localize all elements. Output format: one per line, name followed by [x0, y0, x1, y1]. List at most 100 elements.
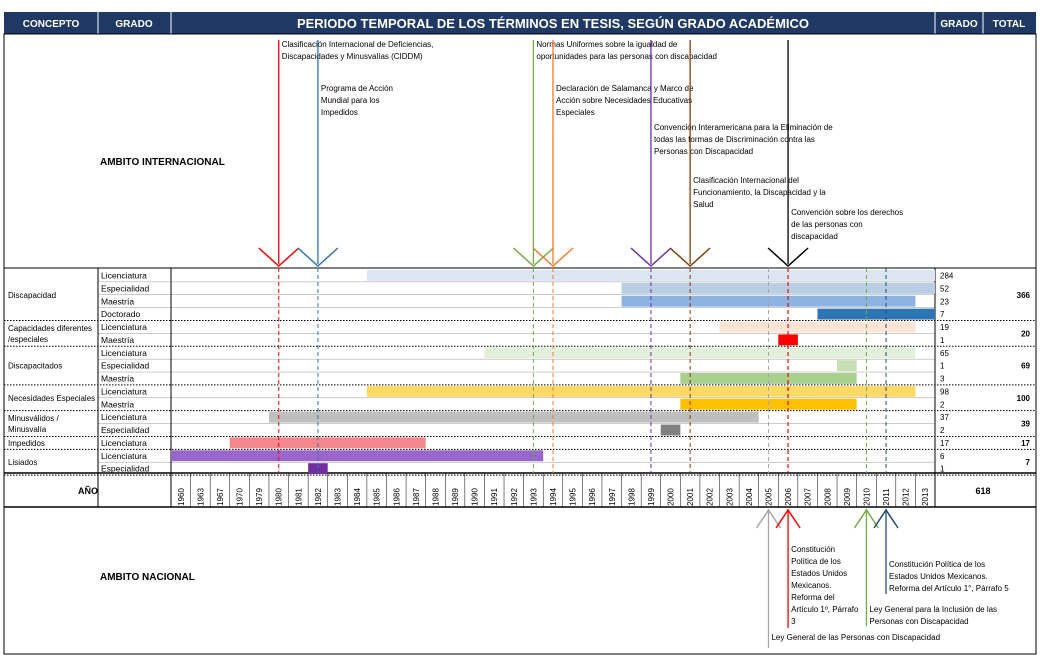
concept-label: Capacidades diferentes [8, 324, 92, 333]
timeline-bar [621, 295, 916, 307]
event-label: Especiales [556, 108, 595, 117]
year-tick: 1991 [490, 488, 499, 506]
event-label: de las personas con [791, 220, 863, 229]
concept-label: /especiales [8, 335, 48, 344]
year-tick: 2005 [764, 488, 773, 506]
group-total: 17 [1021, 439, 1030, 448]
section-national: AMBITO NACIONAL [100, 572, 195, 583]
year-tick: 1963 [196, 488, 205, 506]
year-tick: 2002 [706, 488, 715, 506]
header-bar [4, 12, 1036, 34]
group-total: 366 [1017, 291, 1031, 300]
timeline-bar [719, 321, 916, 333]
year-tick: 2011 [882, 488, 891, 506]
year-tick: 2007 [804, 488, 813, 506]
event-label: Reforma del Artículo 1°, Párrafo 5 [889, 584, 1009, 593]
grado-label: Maestría [101, 374, 134, 384]
event-label: Personas con Discapacidad [869, 617, 968, 626]
timeline-bar [229, 437, 426, 449]
concept-label: Minusválidos / [8, 414, 59, 423]
year-tick: 1989 [451, 488, 460, 506]
year-tick: 2010 [862, 488, 871, 506]
group-total: 7 [1026, 458, 1031, 467]
event-arrowhead [853, 508, 880, 529]
event-label: Mexicanos. [791, 581, 831, 590]
event-label: todas las formas de Discriminación contr… [654, 135, 815, 144]
year-tick: 1960 [177, 488, 186, 506]
row-value: 1 [940, 336, 945, 345]
timeline-bar [308, 463, 328, 475]
event-arrowhead [512, 247, 554, 268]
row-value: 37 [940, 413, 949, 422]
year-label: AÑO [78, 486, 98, 496]
year-tick: 2003 [725, 488, 734, 506]
grado-label: Maestría [101, 399, 134, 409]
year-tick: 2001 [686, 488, 695, 506]
event-label: Artículo 1º, Párrafo [791, 605, 859, 614]
event-label: Estados Unidos [791, 569, 847, 578]
event-label: Mundial para los [321, 96, 380, 105]
timeline-bar [660, 424, 681, 436]
year-tick: 1985 [373, 488, 382, 506]
events-layer: Clasificación Internacional de Deficienc… [258, 40, 1009, 648]
year-tick: 1970 [236, 488, 245, 506]
year-tick: 1984 [353, 488, 362, 506]
year-tick: 1992 [510, 488, 519, 506]
event-label: Convención sobre los derechos [791, 208, 903, 217]
event-label: Ley General de las Personas con Discapac… [771, 633, 940, 642]
group-total: 100 [1017, 394, 1031, 403]
concept-label: Lisiados [8, 458, 37, 467]
grado-label: Licenciatura [101, 412, 147, 422]
grado-label: Especialidad [101, 425, 149, 435]
year-tick: 2013 [921, 488, 930, 506]
row-value: 19 [940, 323, 949, 332]
event-label: oportunidades para las personas con disc… [536, 52, 717, 61]
row-value: 1 [940, 465, 945, 474]
event-label: Ley General para la Inclusión de las [869, 605, 997, 614]
event-label: Personas con Discapacidad [654, 147, 753, 156]
header-grado: GRADO [115, 19, 152, 30]
row-value: 17 [940, 439, 949, 448]
concept-label: Discapacitados [8, 362, 62, 371]
row-value: 7 [940, 310, 945, 319]
grado-label: Especialidad [101, 464, 149, 474]
row-value: 2 [940, 426, 945, 435]
year-tick: 1986 [392, 488, 401, 506]
event-arrowhead [873, 508, 899, 529]
event-label: Salud [693, 200, 713, 209]
timeline-bar [817, 308, 935, 320]
event-lines-layer [278, 268, 887, 473]
row-value: 1 [940, 362, 945, 371]
event-label: Constitución Política de los [889, 560, 985, 569]
year-tick: 2000 [667, 488, 676, 506]
event-arrowhead [755, 508, 782, 529]
year-tick: 2009 [843, 488, 852, 506]
grado-label: Maestría [101, 296, 134, 306]
row-value: 52 [940, 284, 949, 293]
year-tick: 1995 [569, 488, 578, 506]
event-label: 3 [791, 617, 796, 626]
row-value: 2 [940, 400, 945, 409]
grado-label: Licenciatura [101, 322, 147, 332]
concept-label: Impedidos [8, 439, 45, 448]
event-label: Acción sobre Necesidades Educativas [556, 96, 692, 105]
year-tick: 1981 [294, 488, 303, 506]
year-tick: 1997 [608, 488, 617, 506]
year-tick: 1994 [549, 488, 558, 506]
timeline-bar [366, 385, 916, 397]
page-title: PERIODO TEMPORAL DE LOS TÉRMINOS EN TESI… [297, 16, 809, 31]
event-arrowhead [775, 508, 801, 529]
event-label: Discapacidades y Minusvalías (CIDDM) [282, 52, 423, 61]
concept-label: Necesidades Especiales [8, 394, 95, 403]
section-international: AMBITO INTERNACIONAL [100, 157, 225, 168]
concept-label: Minusvalía [8, 425, 47, 434]
row-value: 3 [940, 375, 945, 384]
timeline-bar [171, 450, 544, 462]
event-arrowhead [630, 247, 672, 268]
event-label: Normas Uniformes sobre la igualdad de [536, 40, 678, 49]
grado-label: Licenciatura [101, 271, 147, 281]
event-label: Estados Unidos Mexicanos. [889, 572, 988, 581]
header-grado-right: GRADO [940, 19, 977, 30]
